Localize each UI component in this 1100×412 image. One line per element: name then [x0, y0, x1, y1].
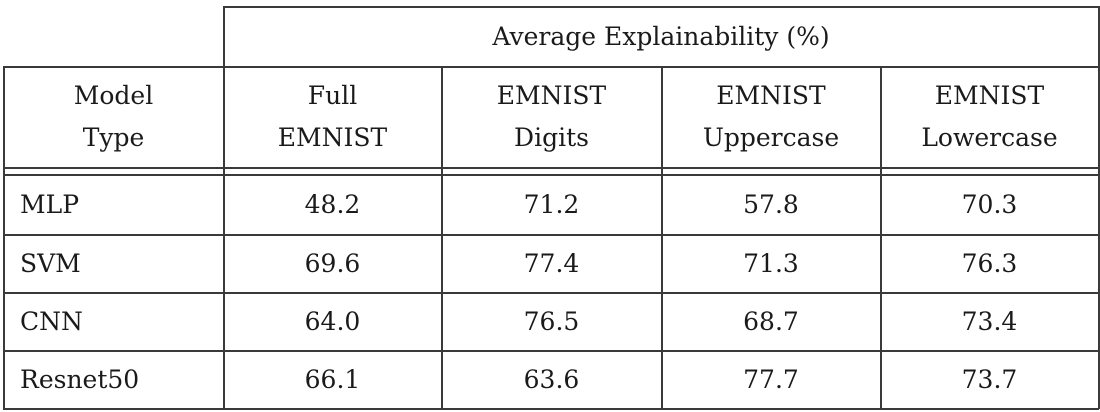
table-cell: 57.8 [743, 189, 799, 219]
rule-row-2 [3, 292, 1099, 294]
column-header-emnist-digits: EMNIST Digits [442, 67, 661, 167]
rule-under-header-1 [3, 167, 1099, 169]
table-cell: 66.1 [304, 364, 361, 394]
column-header-line-2: EMNIST [277, 123, 388, 152]
row-label-resnet50: Resnet50 [20, 364, 140, 394]
column-header-line-2: Uppercase [702, 123, 840, 152]
rule-col-3 [661, 66, 663, 409]
column-header-line-2: Type [82, 123, 145, 152]
column-header-line-2: Digits [514, 123, 589, 152]
table-cell: 76.3 [961, 248, 1018, 278]
table-cell: 76.5 [523, 306, 580, 336]
column-header-full-emnist: Full EMNIST [224, 67, 441, 167]
column-header-line-1: EMNIST [496, 81, 607, 110]
column-header-line-1: Full [307, 81, 358, 110]
column-header-line-1: EMNIST [934, 81, 1045, 110]
rule-top-group [223, 6, 1099, 8]
rule-left [3, 66, 5, 409]
rule-row-3 [3, 350, 1099, 352]
rule-col-1 [223, 6, 225, 409]
rule-col-2 [441, 66, 443, 409]
table-cell: 48.2 [304, 189, 361, 219]
column-header-emnist-lowercase: EMNIST Lowercase [881, 67, 1098, 167]
rule-right [1098, 6, 1100, 409]
rule-under-header-2 [3, 174, 1099, 176]
column-header-line-1: Model [73, 81, 154, 110]
table-cell: 63.6 [523, 364, 580, 394]
table-cell: 68.7 [743, 306, 799, 336]
table-cell: 77.7 [743, 364, 799, 394]
column-header-model-type: Model Type [4, 67, 223, 167]
rule-under-group [3, 66, 1099, 68]
row-label-cnn: CNN [20, 306, 83, 336]
column-header-line-2: Lowercase [921, 123, 1058, 152]
row-label-svm: SVM [20, 248, 81, 278]
column-header-line-1: EMNIST [716, 81, 826, 110]
table-cell: 77.4 [523, 248, 580, 278]
group-header: Average Explainability (%) [492, 21, 830, 51]
table-cell: 70.3 [961, 189, 1018, 219]
column-header-emnist-uppercase: EMNIST Uppercase [662, 67, 880, 167]
table-cell: 69.6 [304, 248, 361, 278]
table-cell: 64.0 [304, 306, 361, 336]
rule-col-4 [880, 66, 882, 409]
row-label-mlp: MLP [20, 189, 80, 219]
table-cell: 71.3 [743, 248, 799, 278]
table-cell: 71.2 [523, 189, 580, 219]
rule-row-1 [3, 234, 1099, 236]
table-cell: 73.4 [961, 306, 1018, 336]
table-cell: 73.7 [961, 364, 1018, 394]
rule-bottom [3, 408, 1099, 410]
